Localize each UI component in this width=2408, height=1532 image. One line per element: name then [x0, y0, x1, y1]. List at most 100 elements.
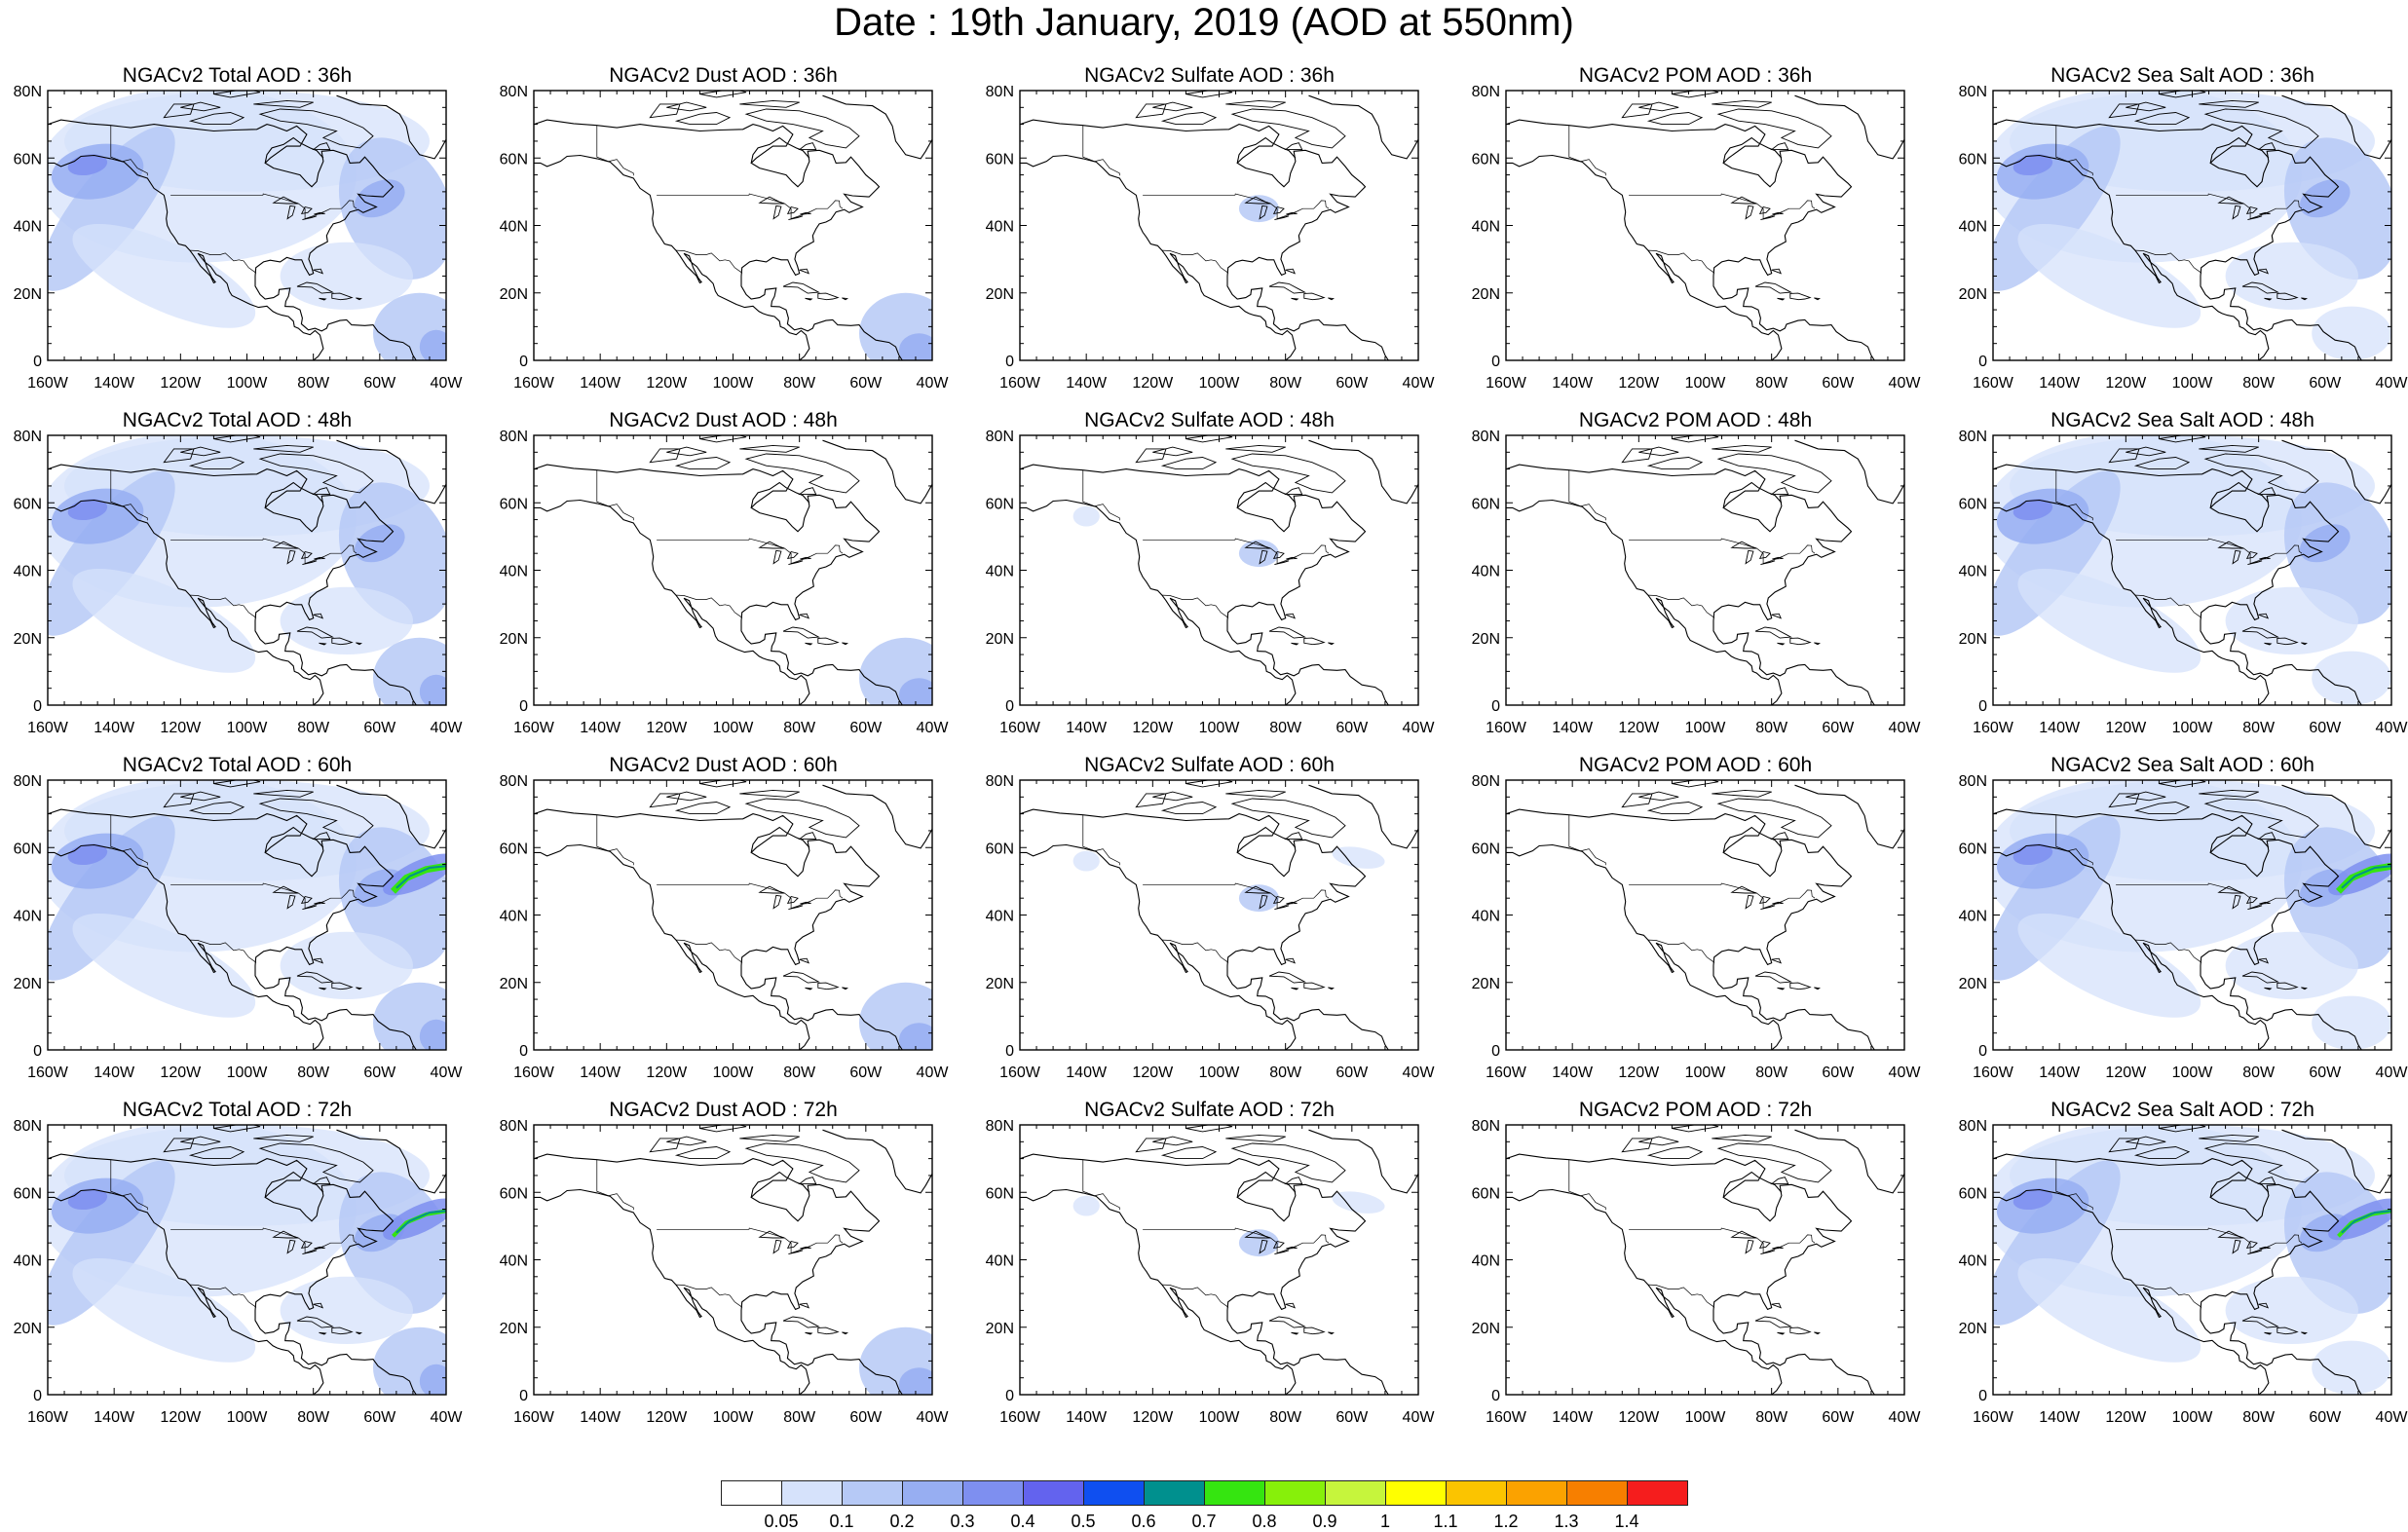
lon-tick-label: 40W [431, 720, 464, 736]
lon-tick-label: 80W [1755, 1409, 1788, 1426]
lon-tick-label: 60W [363, 720, 396, 736]
aod-map: 80N 60N 40N 20N 0 160W 140W 120W 100W 80W 60W 40W [500, 1118, 950, 1426]
lat-tick-label: 80N [14, 773, 42, 790]
lon-tick-label: 140W [580, 1065, 621, 1081]
lon-tick-label: 120W [1132, 720, 1174, 736]
aod-map: 80N 60N 40N 20N 0 160W 140W 120W 100W 80W 60W 40W [14, 773, 464, 1081]
map-panel-sea-salt-2: NGACv2 Sea Salt AOD : 60h 80N 60N 40N 20N 0 16… [1944, 743, 2408, 1081]
panel-title: NGACv2 Sea Salt AOD : 60h [2051, 754, 2314, 776]
aod-map: 80N 60N 40N 20N 0 160W 140W 120W 100W 80W 60W 40W [1472, 429, 1922, 736]
lat-tick-label: 0 [519, 1043, 528, 1060]
lat-tick-label: 60N [1472, 151, 1500, 168]
colorbar-label: 1.2 [1493, 1512, 1519, 1531]
aod-contour [1238, 540, 1279, 568]
lon-tick-label: 40W [2376, 1409, 2408, 1426]
lat-tick-label: 0 [1491, 698, 1500, 715]
lat-tick-label: 0 [1978, 698, 1987, 715]
map-panel-sea-salt-0: NGACv2 Sea Salt AOD : 36h 80N 60N 40N 20N 0 16… [1944, 54, 2408, 392]
aod-contour [1238, 884, 1279, 913]
aod-map: 80N 60N 40N 20N 0 160W 140W 120W 100W 80W 60W 40W [986, 1118, 1436, 1426]
lat-tick-label: 20N [1472, 286, 1500, 303]
lon-tick-label: 100W [713, 375, 755, 392]
aod-contour [419, 1019, 446, 1050]
map-frame [1505, 779, 1905, 1051]
lon-tick-label: 100W [2172, 720, 2214, 736]
lat-tick-label: 0 [1978, 354, 1987, 370]
aod-contour [1332, 1191, 1385, 1214]
lon-tick-label: 80W [297, 720, 330, 736]
lon-tick-label: 60W [363, 1409, 396, 1426]
lat-tick-label: 80N [1959, 773, 1987, 790]
lon-tick-label: 60W [1822, 375, 1855, 392]
lon-tick-label: 80W [783, 720, 816, 736]
lon-tick-label: 140W [94, 1065, 135, 1081]
aod-contour [2300, 524, 2351, 563]
map-panel-dust-2: NGACv2 Dust AOD : 60h 80N 60N 40N 20N 0 160W 14… [485, 743, 950, 1081]
lon-tick-label: 40W [2376, 375, 2408, 392]
lon-tick-label: 160W [27, 1065, 69, 1081]
aod-contour [859, 1326, 932, 1395]
aod-contour [859, 292, 932, 360]
lat-tick-label: 60N [986, 151, 1014, 168]
lat-tick-label: 0 [33, 698, 42, 715]
panel-title: NGACv2 Dust AOD : 60h [609, 754, 838, 776]
map-panel-pom-0: NGACv2 POM AOD : 36h 80N 60N 40N 20N 0 160W 140… [1457, 54, 1922, 392]
aod-contour [419, 674, 446, 705]
lon-tick-label: 40W [917, 720, 950, 736]
lat-tick-label: 20N [500, 631, 528, 648]
lon-tick-label: 160W [27, 720, 69, 736]
lon-tick-label: 100W [2172, 1409, 2214, 1426]
map-panel-sulfate-3: NGACv2 Sulfate AOD : 72h 80N 60N 40N 20N 0 160… [971, 1088, 1436, 1426]
lon-tick-label: 40W [1403, 720, 1436, 736]
aod-map: 80N 60N 40N 20N 0 160W 140W 120W 100W 80W 60W 40W [1959, 773, 2408, 1081]
lat-tick-label: 40N [1472, 1253, 1500, 1270]
panel-title: NGACv2 Total AOD : 60h [122, 754, 353, 776]
lat-tick-label: 20N [986, 1321, 1014, 1337]
map-panel-pom-1: NGACv2 POM AOD : 48h 80N 60N 40N 20N 0 160W 140… [1457, 398, 1922, 736]
lon-tick-label: 140W [1552, 1409, 1594, 1426]
lat-tick-label: 60N [1959, 1185, 1987, 1202]
map-panel-total-3: NGACv2 Total AOD : 72h 80N 60N 40N 20N 0 160W 1… [0, 1088, 464, 1426]
aod-map: 80N 60N 40N 20N 0 160W 140W 120W 100W 80W 60W 40W [986, 84, 1436, 392]
colorbar-swatch [1023, 1480, 1084, 1506]
lon-tick-label: 120W [646, 375, 688, 392]
colorbar-label: 0.1 [829, 1512, 854, 1531]
aod-map: 80N 60N 40N 20N 0 160W 140W 120W 100W 80W 60W 40W [14, 1118, 464, 1426]
aod-contour [2225, 1276, 2358, 1344]
aod-contour [2225, 242, 2358, 310]
lat-tick-label: 40N [986, 909, 1014, 925]
lat-tick-label: 0 [33, 354, 42, 370]
lon-tick-label: 80W [297, 1409, 330, 1426]
lon-tick-label: 60W [2309, 720, 2342, 736]
lon-tick-label: 100W [227, 720, 269, 736]
lat-tick-label: 80N [1959, 84, 1987, 100]
lon-tick-label: 60W [363, 375, 396, 392]
colorbar-swatch [962, 1480, 1024, 1506]
lat-tick-label: 0 [1005, 1388, 1014, 1404]
lon-tick-label: 60W [2309, 375, 2342, 392]
lon-tick-label: 120W [2105, 1065, 2147, 1081]
aod-contour [67, 1188, 108, 1211]
lat-tick-label: 60N [500, 151, 528, 168]
lon-tick-label: 80W [297, 1065, 330, 1081]
aod-map: 80N 60N 40N 20N 0 160W 140W 120W 100W 80W 60W 40W [1959, 429, 2408, 736]
lat-tick-label: 20N [500, 286, 528, 303]
lat-tick-label: 60N [14, 496, 42, 512]
lon-tick-label: 140W [1552, 1065, 1594, 1081]
map-panel-sea-salt-3: NGACv2 Sea Salt AOD : 72h 80N 60N 40N 20N 0 16… [1944, 1088, 2408, 1426]
aod-contour [1072, 1195, 1100, 1216]
aod-contour [72, 913, 256, 1018]
colorbar-swatch [902, 1480, 963, 1506]
lon-tick-label: 120W [1618, 720, 1660, 736]
aod-map: 80N 60N 40N 20N 0 160W 140W 120W 100W 80W 60W 40W [1472, 773, 1922, 1081]
lon-tick-label: 140W [1066, 375, 1108, 392]
colorbar-label: 1 [1379, 1512, 1390, 1531]
lat-tick-label: 40N [986, 564, 1014, 580]
lat-tick-label: 40N [14, 219, 42, 236]
aod-map: 80N 60N 40N 20N 0 160W 140W 120W 100W 80W 60W 40W [14, 429, 464, 736]
lat-tick-label: 0 [1005, 1043, 1014, 1060]
aod-contour [280, 586, 413, 654]
panel-title: NGACv2 Sea Salt AOD : 48h [2051, 409, 2314, 431]
lat-tick-label: 20N [14, 286, 42, 303]
lat-tick-label: 60N [1472, 496, 1500, 512]
